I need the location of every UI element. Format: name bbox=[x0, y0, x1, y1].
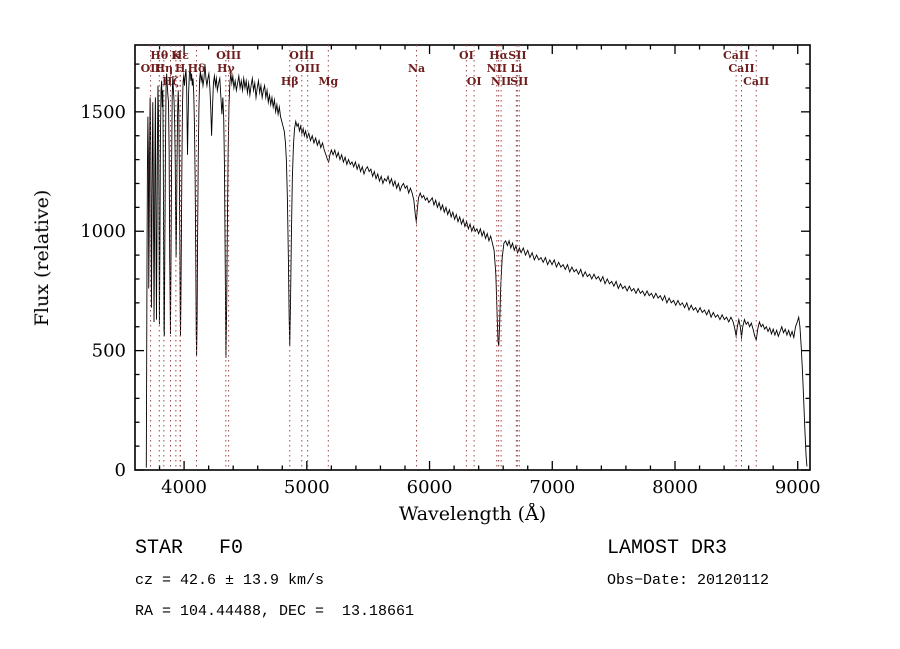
x-axis-label: Wavelength (Å) bbox=[398, 503, 547, 525]
cz-value: cz = 42.6 ± 13.9 km/s bbox=[135, 572, 325, 589]
survey-label: LAMOST DR3 bbox=[607, 537, 728, 560]
ra-dec-value: RA = 104.44488, DEC = 13.18661 bbox=[135, 603, 415, 620]
y-axis-label: Flux (relative) bbox=[31, 189, 53, 327]
obs-date-value: Obs−Date: 20120112 bbox=[607, 572, 770, 589]
object-class-label: STAR F0 bbox=[135, 537, 244, 560]
